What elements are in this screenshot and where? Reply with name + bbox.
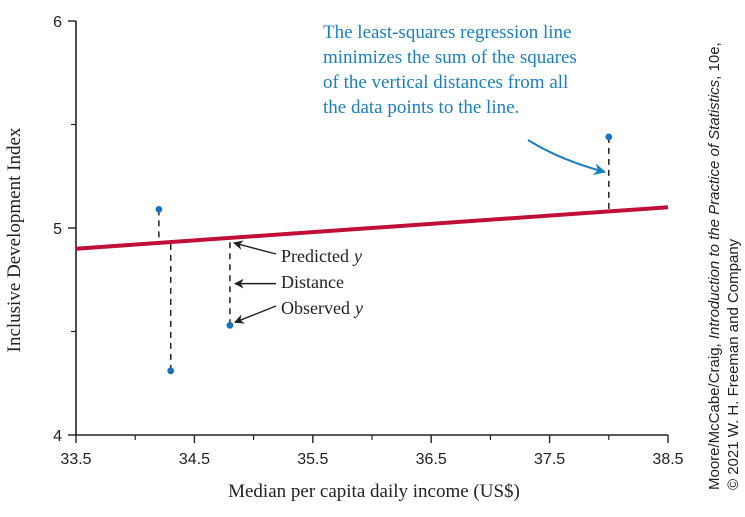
- x-tick-label: 38.5: [652, 451, 683, 468]
- x-axis-title: Median per capita daily income (US$): [228, 481, 520, 502]
- predicted-arrow: [232, 240, 277, 255]
- x-tick-label: 34.5: [179, 451, 210, 468]
- credit-book-title: Introduction to the Practice of Statisti…: [706, 79, 723, 339]
- data-point: [226, 321, 234, 329]
- x-tick-label: 36.5: [416, 451, 447, 468]
- credit-block: Moore/McCabe/Craig, Introduction to the …: [706, 42, 742, 490]
- observed-arrow: [234, 305, 277, 324]
- credit-suffix: , 10e,: [706, 42, 723, 80]
- x-tick-label: 33.5: [60, 451, 91, 468]
- observed-y-symbol: y: [353, 298, 363, 318]
- predicted-y-label: Predicted y: [281, 246, 362, 266]
- credit-line-1: Moore/McCabe/Craig, Introduction to the …: [706, 42, 723, 490]
- callout-line-1: The least-squares regression line: [323, 22, 572, 43]
- y-tick-label: 4: [53, 428, 62, 445]
- credit-prefix: Moore/McCabe/Craig,: [706, 339, 723, 490]
- observed-label-text: Observed: [281, 298, 350, 318]
- x-tick-label: 35.5: [297, 451, 328, 468]
- credit-line-2: © 2021 W. H. Freeman and Company: [725, 238, 742, 490]
- data-point: [605, 133, 613, 141]
- plot-area: 33.5 34.5 35.5 36.5 37.5 38.5 4 5 6: [53, 14, 684, 468]
- x-tick-label: 37.5: [534, 451, 565, 468]
- callout-line-4: the data points to the line.: [323, 97, 519, 118]
- predicted-y-symbol: y: [352, 246, 362, 266]
- callout-line-3: of the vertical distances from all: [323, 72, 568, 93]
- y-tick-label: 5: [53, 221, 62, 238]
- regression-line: [75, 205, 669, 251]
- y-axis-title: Inclusive Development Index: [4, 127, 25, 352]
- predicted-label-text: Predicted: [281, 246, 349, 266]
- y-tick-label: 6: [53, 14, 62, 31]
- observed-y-label: Observed y: [281, 298, 363, 318]
- distance-label: Distance: [281, 272, 344, 292]
- data-point: [155, 205, 163, 213]
- data-point: [167, 367, 175, 375]
- callout-text: The least-squares regression line minimi…: [323, 22, 577, 118]
- callout-arrow: [527, 139, 606, 175]
- callout-line-2: minimizes the sum of the squares: [323, 47, 577, 68]
